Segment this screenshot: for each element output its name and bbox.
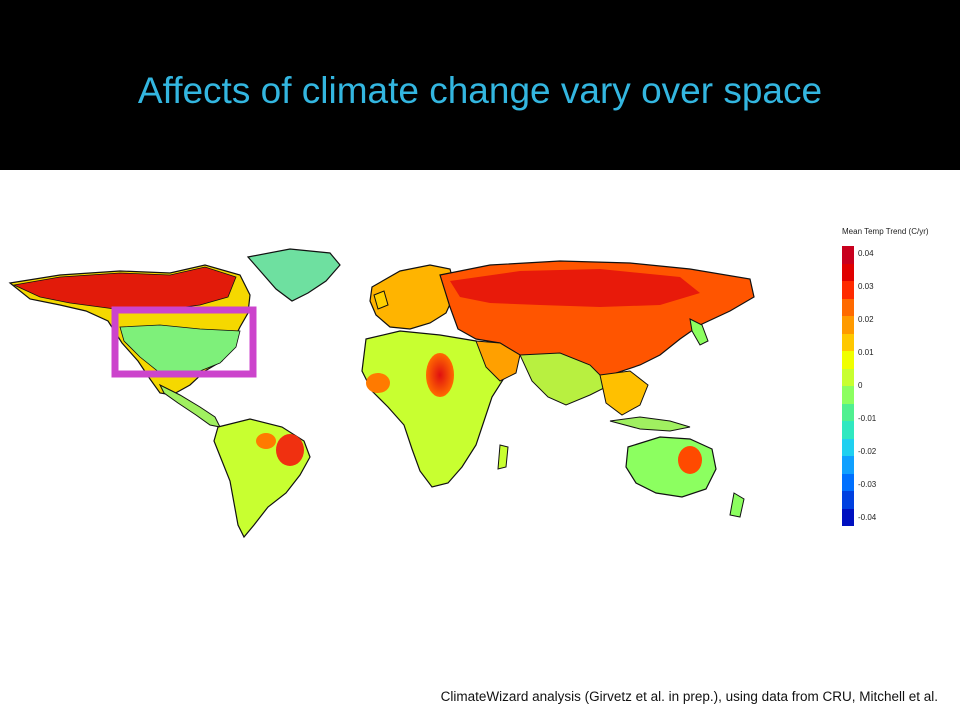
sahara-hot-spot	[426, 353, 454, 397]
greenland	[246, 248, 341, 302]
slide-title: Affects of climate change vary over spac…	[137, 70, 823, 111]
legend-swatch	[842, 491, 854, 509]
legend-tick-label: 0.03	[858, 282, 874, 291]
europe	[369, 264, 457, 330]
color-legend: Mean Temp Trend (C/yr) 0.04 0.03 0.02 0.01 0…	[836, 222, 960, 532]
legend-title: Mean Temp Trend (C/yr)	[842, 227, 929, 236]
japan	[689, 318, 709, 346]
legend-tick-label: -0.02	[858, 447, 877, 456]
legend-tick-label: -0.01	[858, 414, 877, 423]
legend-color-bar	[842, 246, 854, 526]
legend-swatch	[842, 438, 854, 456]
madagascar	[497, 444, 509, 470]
title-bar	[0, 0, 960, 170]
australia	[625, 436, 717, 498]
legend-swatch	[842, 263, 854, 281]
indonesia	[609, 416, 691, 432]
siberia-hot	[450, 269, 700, 307]
legend-swatch	[842, 368, 854, 386]
usa-highlight-box	[111, 306, 257, 378]
legend-tick-label: -0.03	[858, 480, 877, 489]
amazon-hot-spot	[256, 433, 276, 449]
legend-swatch	[842, 403, 854, 421]
legend-swatch	[842, 386, 854, 404]
legend-swatch	[842, 316, 854, 334]
arabia	[475, 340, 521, 382]
legend-tick-label: 0.02	[858, 315, 874, 324]
legend-tick-label: -0.04	[858, 513, 877, 522]
legend-swatch	[842, 351, 854, 369]
legend-swatch	[842, 473, 854, 491]
legend-tick-label: 0.01	[858, 348, 874, 357]
usa-mild	[119, 324, 241, 378]
legend-swatch	[842, 421, 854, 439]
south-asia	[519, 352, 611, 406]
legend-swatch	[842, 333, 854, 351]
legend-tick-label: 0.04	[858, 249, 874, 258]
legend-tick-label: 0	[858, 381, 863, 390]
brazil-hot-spot	[276, 434, 304, 466]
world-temperature-map	[8, 248, 755, 539]
southeast-asia	[599, 370, 649, 416]
legend-swatch	[842, 298, 854, 316]
source-caption: ClimateWizard analysis (Girvetz et al. i…	[440, 689, 938, 704]
legend-swatch	[842, 456, 854, 474]
new-zealand	[729, 492, 745, 518]
legend-swatch	[842, 281, 854, 299]
uk	[373, 290, 389, 310]
legend-swatch	[842, 246, 854, 264]
alaska-canada-hot	[12, 266, 237, 312]
australia-hot-spot	[678, 446, 702, 474]
legend-swatch	[842, 508, 854, 526]
west-africa-hot-spot	[366, 373, 390, 393]
central-america	[158, 383, 221, 428]
